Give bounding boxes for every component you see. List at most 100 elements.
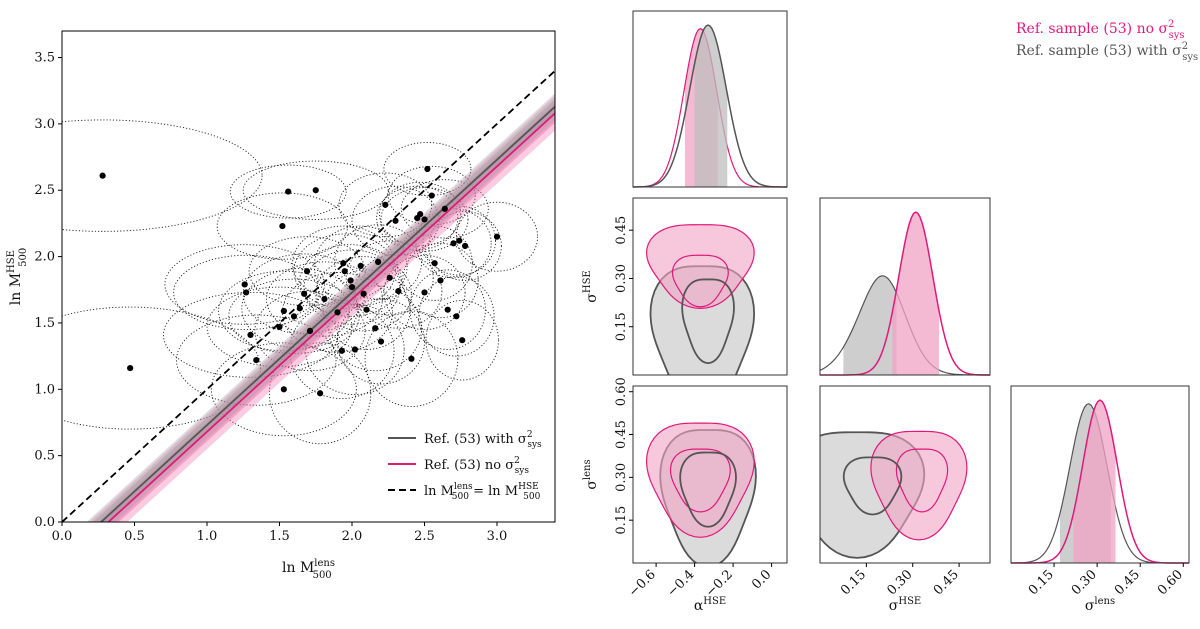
data-point-36 (408, 355, 415, 362)
error-ellipse-18 (266, 261, 383, 337)
legend-label-2-sub2: 500 (523, 492, 540, 502)
error-ellipse-52 (455, 201, 539, 272)
corner-xtick-label-2-0: 0.15 (1026, 567, 1057, 598)
corner-legend-label-1: Ref. sample (53) with σ2 sys (1016, 41, 1198, 63)
data-point-42 (428, 192, 435, 199)
data-point-44 (437, 277, 444, 284)
diag-sigma-lens-band-1 (1073, 400, 1116, 563)
error-ellipse-26 (313, 225, 408, 307)
data-point-3 (243, 289, 250, 296)
one-to-one-line (62, 70, 555, 522)
data-point-26 (357, 262, 364, 269)
corner-xlabel-0-main: α (694, 598, 704, 614)
data-point-43 (431, 260, 438, 267)
error-ellipse-6 (206, 286, 353, 368)
data-point-38 (417, 211, 424, 218)
data-point-52 (493, 233, 501, 240)
corner-ytick-label-2-2: 0.45 (614, 420, 629, 449)
error-ellipse-22 (293, 233, 396, 309)
error-ellipse-19 (281, 272, 394, 353)
fit-line-1 (107, 112, 555, 522)
legend-label-2-sub: 500 (452, 492, 469, 502)
corner-ytick-label-2-0: 0.15 (614, 506, 629, 535)
error-ellipse-4 (163, 291, 338, 378)
x-tick-label-0: 0.0 (52, 529, 73, 544)
data-point-41 (424, 165, 431, 173)
corner-ytick-label-1-1: 0.30 (614, 264, 629, 293)
x-tick-label-1: 0.5 (124, 529, 145, 544)
data-point-21 (340, 260, 347, 267)
x-axis-label-sup: lens (314, 558, 335, 569)
corner-xtick-label-2-2: 0.45 (1112, 567, 1143, 598)
data-point-47 (450, 240, 457, 247)
fit-band-inner-1 (93, 99, 555, 522)
corner-ylabel-1-sup: HSE (582, 270, 593, 293)
corner-frame-2-2 (1010, 385, 1190, 564)
error-ellipse-37 (376, 185, 459, 251)
data-point-2 (241, 281, 248, 288)
data-point-7 (279, 222, 286, 230)
corner-xtick-label-0-3: 0.0 (749, 567, 774, 592)
corner-xtick-label-2-1: 0.30 (1069, 567, 1100, 598)
error-ellipse-27 (315, 256, 412, 332)
corner-frame-0-1 (632, 197, 788, 376)
corner-panel-0-2 (645, 422, 757, 563)
data-point-49 (456, 237, 463, 244)
legend-label-1-main: Ref. (53) no σ (424, 458, 514, 473)
legend-label-0-main: Ref. (53) with σ (424, 432, 527, 447)
corner-xlabel-0: αHSE (694, 596, 726, 614)
y-tick-label-7: 3.5 (34, 51, 55, 66)
y-axis-label-sub: 500 (18, 248, 29, 267)
data-point-12 (296, 305, 303, 312)
corner-ylabel-2-main: σ (584, 480, 600, 490)
data-point-45 (441, 205, 448, 212)
data-point-5 (253, 357, 260, 364)
error-ellipse-51 (428, 211, 502, 281)
data-point-50 (459, 337, 466, 344)
contour-1-2-2 (895, 448, 949, 513)
error-ellipse-45 (400, 179, 489, 239)
contour-1-2-3 (842, 456, 903, 516)
corner-xtick-label-2-3: 0.60 (1155, 567, 1186, 598)
legend-label-2-sup: lens (454, 482, 473, 492)
data-point-19 (334, 309, 341, 316)
corner-panel-1-2 (820, 430, 968, 559)
legend-label-1-sup: 2 (514, 456, 520, 466)
corner-xlabel-1-main: σ (889, 598, 899, 614)
data-point-18 (321, 295, 328, 303)
error-ellipse-0 (62, 119, 263, 232)
data-point-13 (301, 290, 308, 297)
error-ellipse-7 (216, 192, 349, 260)
error-ellipse-2 (164, 244, 325, 325)
data-point-23 (347, 277, 354, 284)
corner-xlabel-2-sup: lens (1094, 596, 1115, 607)
corner-frame-0-0 (632, 10, 788, 188)
data-point-20 (338, 347, 345, 354)
error-ellipse-41 (383, 142, 472, 197)
diag-sigma-hse-band-1 (892, 212, 939, 375)
error-ellipse-29 (328, 285, 423, 372)
data-point-16 (312, 187, 319, 194)
corner-ytick-label-1-0: 0.15 (614, 312, 629, 341)
data-point-27 (360, 290, 367, 297)
legend-label-2: ln Mlens 500 = ln MHSE 500 (424, 482, 541, 502)
x-axis-label: ln Mlens 500 (282, 558, 335, 581)
corner-ylabel-2-sup: lens (582, 459, 593, 480)
corner-frame-0-2 (632, 385, 788, 564)
corner-legend-0-main: Ref. sample (53) no σ (1016, 21, 1168, 37)
corner-legend-0-sub: sys (1169, 30, 1185, 41)
corner-xtick-label-1-0: 0.15 (838, 567, 869, 598)
corner-ylabel-1-main: σ (584, 293, 600, 303)
corner-xtick-label-0-0: −0.6 (626, 567, 659, 600)
corner-legend-1-main: Ref. sample (53) with σ (1016, 43, 1182, 59)
error-ellipse-25 (305, 303, 405, 396)
x-tick-label-2: 1.0 (197, 529, 218, 544)
corner-xlabel-2-main: σ (1085, 598, 1095, 614)
data-point-29 (372, 325, 379, 332)
error-ellipse-1 (62, 306, 262, 430)
corner-ytick-label-1-2: 0.45 (614, 216, 629, 245)
corner-ylabel-1: σHSE (582, 270, 600, 302)
y-axis-label-sup: HSE (6, 250, 17, 273)
corner-xtick-label-1-1: 0.30 (884, 567, 915, 598)
